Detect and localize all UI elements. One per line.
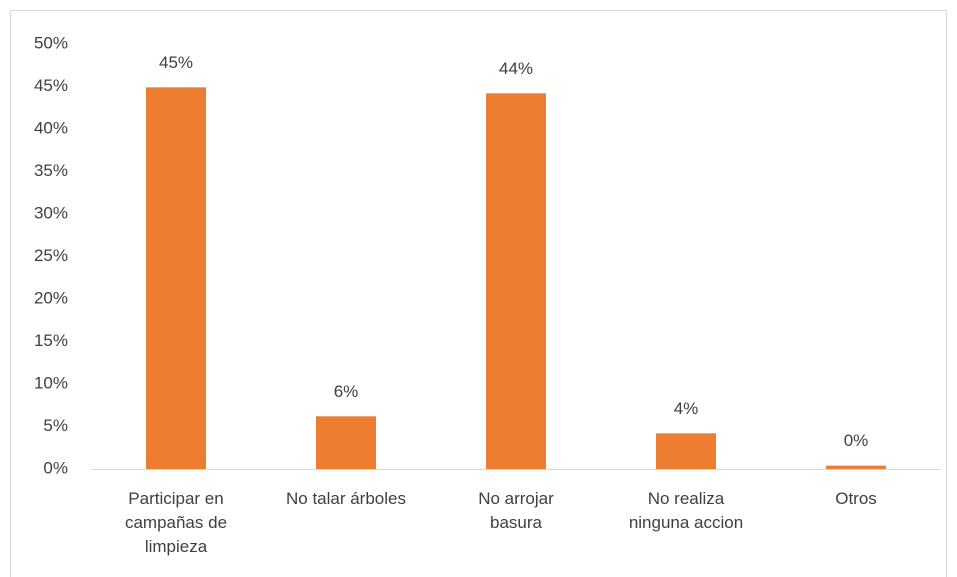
y-tick-label: 45% (34, 76, 68, 95)
data-label: 45% (159, 53, 193, 72)
bar (656, 433, 716, 469)
bar (486, 93, 546, 470)
y-tick-label: 20% (34, 288, 68, 307)
y-tick-label: 40% (34, 118, 68, 137)
x-tick-label: Otros (835, 489, 877, 508)
data-label: 4% (674, 399, 699, 418)
data-label: 0% (844, 431, 869, 450)
x-tick-label: No arrojar basura (478, 489, 554, 532)
x-tick-label: No talar árboles (285, 489, 406, 508)
y-tick-label: 15% (34, 331, 68, 350)
x-tick-label: No realiza ninguna accion (628, 489, 744, 532)
y-tick-label: 10% (34, 373, 68, 392)
x-tick-label: Participar en campañas de limpieza (124, 489, 228, 556)
bar (826, 465, 886, 469)
y-tick-label: 30% (34, 203, 68, 222)
chart-frame (10, 10, 947, 577)
data-label: 44% (499, 59, 533, 78)
y-tick-label: 5% (43, 416, 68, 435)
bar (146, 87, 206, 469)
y-tick-label: 0% (43, 458, 68, 477)
y-tick-label: 50% (34, 33, 68, 52)
y-tick-label: 25% (34, 246, 68, 265)
y-tick-label: 35% (34, 161, 68, 180)
bar (316, 416, 376, 469)
data-label: 6% (334, 382, 359, 401)
